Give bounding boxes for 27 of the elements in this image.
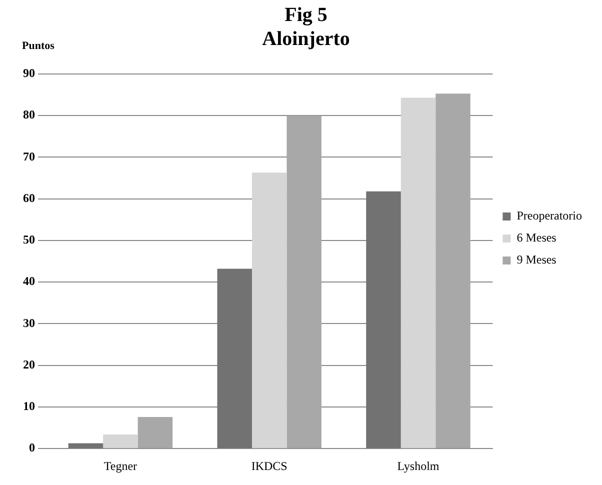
y-tick-label: 40 (23, 274, 35, 288)
bar (436, 94, 470, 448)
y-tick-label: 80 (23, 108, 35, 122)
bar (286, 116, 322, 448)
chart-title: Fig 5 Aloinjerto (262, 4, 350, 50)
y-tick-label: 30 (23, 316, 35, 330)
y-tick-label: 60 (23, 190, 35, 205)
bar (68, 443, 104, 448)
bar (138, 416, 173, 448)
x-tick-label: Tegner (104, 458, 138, 473)
bar (400, 98, 436, 448)
y-tick-label: 20 (23, 357, 35, 372)
x-tick-label: IKDCS (251, 458, 288, 473)
y-tick-label: 50 (23, 232, 35, 247)
y-tick-label: 70 (23, 149, 35, 164)
y-tick-label: 10 (23, 399, 35, 414)
x-tick-label: Lysholm (397, 458, 440, 473)
bar (217, 268, 252, 448)
bar (366, 191, 401, 448)
legend-label: Preoperatorio (516, 208, 582, 223)
legend-label: 6 Meses (516, 230, 557, 245)
legend-label: 9 Meses (516, 252, 557, 267)
bar (252, 172, 287, 448)
bar (103, 434, 138, 448)
y-axis-title: Puntos (22, 40, 54, 52)
y-tick-label: 90 (23, 66, 35, 80)
y-tick-label: 0 (29, 440, 35, 455)
